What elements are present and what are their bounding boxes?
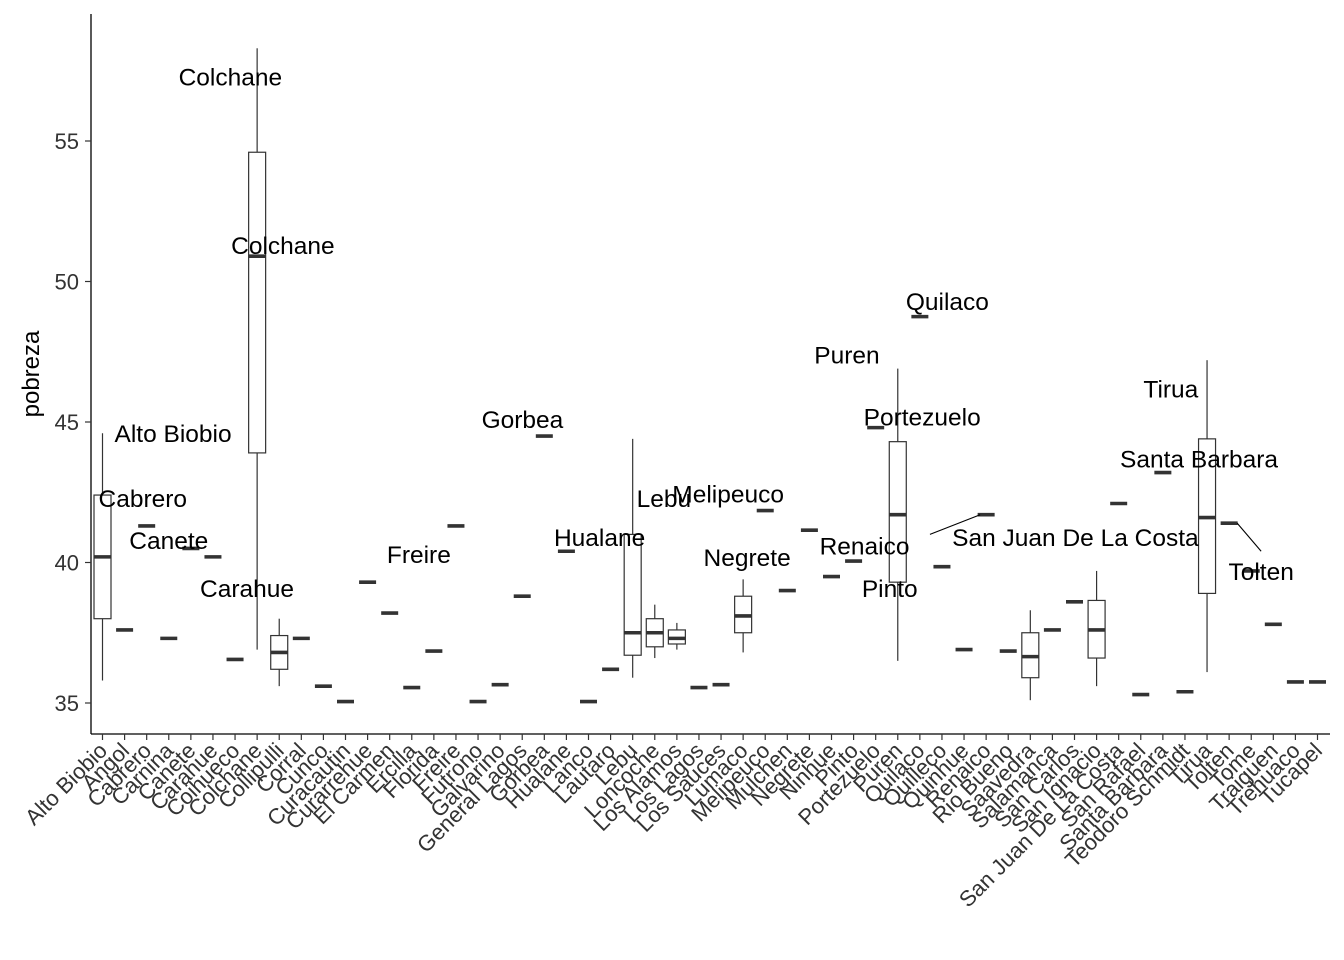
y-tick-label: 50 xyxy=(55,270,79,295)
box-loncoche xyxy=(645,604,664,659)
box-lumaco xyxy=(734,579,753,653)
box-lebu xyxy=(623,438,642,678)
box-saavedra xyxy=(1021,610,1040,701)
y-tick-label: 40 xyxy=(55,551,79,576)
y-axis-title: pobreza xyxy=(18,330,45,417)
y-tick-label: 35 xyxy=(55,691,79,716)
y-tick-label: 45 xyxy=(55,410,79,435)
box-los-alamos xyxy=(667,622,686,650)
plot-marks xyxy=(93,48,1326,704)
annotation-label: Renaico xyxy=(820,534,910,561)
y-ticks: 35 40 45 50 55 xyxy=(55,129,91,716)
annotation-label: Canete xyxy=(129,528,208,555)
box-rect xyxy=(623,533,642,656)
box-colchane xyxy=(248,48,267,650)
box-collipulli xyxy=(270,618,289,687)
annotation-label: San Juan De La Costa xyxy=(952,525,1199,552)
annotation-label: Puren xyxy=(814,343,879,370)
box-san-ignacio xyxy=(1087,570,1106,687)
annotation-label: Lebu xyxy=(637,486,692,513)
annotation-label: Santa Barbara xyxy=(1120,447,1278,474)
box-puren xyxy=(888,368,907,661)
box-rect xyxy=(888,441,907,583)
annotation-label: Alto Biobio xyxy=(115,421,232,448)
box-tirua xyxy=(1197,360,1217,673)
annotation-layer: Colchane Alto Biobio Cabrero Canete Carahue C… xyxy=(99,64,1294,602)
y-tick-label: 55 xyxy=(55,129,79,154)
annotation-label: Cabrero xyxy=(99,486,188,513)
annotation-leader-line xyxy=(929,514,981,535)
annotation-label: Colchane xyxy=(179,64,283,91)
annotation-label: Tirua xyxy=(1143,376,1198,403)
annotation-label: Negrete xyxy=(704,545,791,572)
annotation-label: Freire xyxy=(387,542,451,569)
annotation-label: Gorbea xyxy=(482,407,564,434)
annotation-label: Carahue xyxy=(200,576,294,603)
annotation-label: Colchane xyxy=(231,233,335,260)
annotation-label: Melipeuco xyxy=(672,482,784,509)
annotation-label: Pinto xyxy=(862,576,918,603)
annotation-label: Portezuelo xyxy=(864,404,981,431)
box-alto-biobio xyxy=(93,433,112,681)
annotation-label: Hualane xyxy=(554,525,645,552)
annotation-leader-line xyxy=(1236,522,1262,552)
annotation-label: Tolten xyxy=(1228,559,1293,586)
annotation-label: Quilaco xyxy=(906,289,989,316)
box-rect xyxy=(248,151,267,454)
x-ticks: Alto BiobioAngolCabreroCarninaCaneteCara… xyxy=(20,734,1327,912)
